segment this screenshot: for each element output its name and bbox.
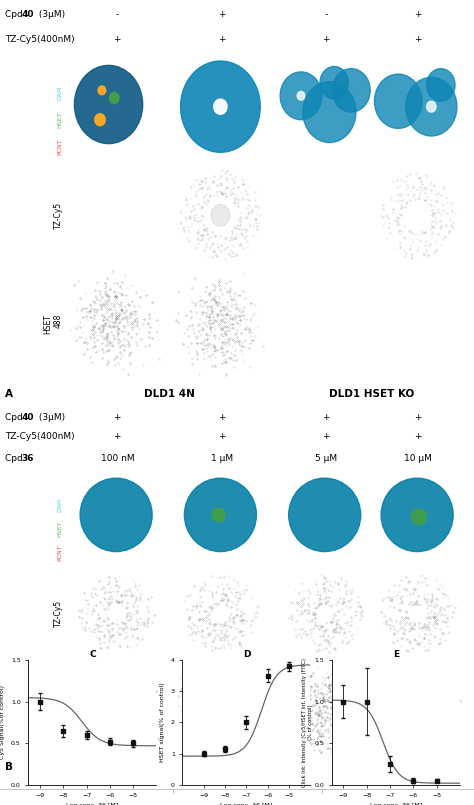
Text: +: + — [218, 413, 225, 422]
Text: 10 μM: 10 μM — [404, 453, 432, 463]
X-axis label: Log conc. 36 [M]: Log conc. 36 [M] — [220, 803, 273, 805]
Text: TZ-Cy5: TZ-Cy5 — [54, 600, 63, 627]
Text: -: - — [116, 10, 119, 19]
Text: 5 μM: 5 μM — [315, 453, 337, 463]
Text: TZ-Cy5(400nM): TZ-Cy5(400nM) — [5, 35, 74, 43]
Ellipse shape — [391, 679, 443, 741]
Circle shape — [280, 72, 322, 120]
Text: A: A — [5, 390, 13, 399]
Text: DAPI: DAPI — [58, 85, 63, 100]
Text: HSET: HSET — [58, 520, 63, 537]
Circle shape — [181, 61, 260, 152]
Text: HSET
488: HSET 488 — [43, 314, 63, 334]
Circle shape — [95, 114, 105, 126]
Text: 36: 36 — [21, 453, 34, 463]
Circle shape — [332, 68, 370, 112]
Ellipse shape — [299, 679, 351, 741]
Title: E: E — [393, 650, 399, 659]
Circle shape — [411, 509, 427, 525]
Text: -: - — [324, 10, 328, 19]
Ellipse shape — [194, 679, 246, 741]
Text: Overlay: Overlay — [58, 53, 63, 77]
Text: +: + — [218, 35, 225, 43]
Text: +: + — [218, 432, 225, 441]
Circle shape — [427, 101, 436, 112]
Title: D: D — [243, 650, 250, 659]
Text: +: + — [218, 10, 225, 19]
Circle shape — [406, 77, 457, 136]
Text: DLD1 4N: DLD1 4N — [144, 390, 195, 399]
Text: +: + — [322, 432, 329, 441]
Text: HSET
488: HSET 488 — [43, 700, 63, 720]
Text: +: + — [114, 413, 121, 422]
Circle shape — [374, 74, 422, 129]
X-axis label: Log conc. 36 [M]: Log conc. 36 [M] — [370, 803, 422, 805]
Circle shape — [212, 508, 225, 522]
X-axis label: Log conc. 36 [M]: Log conc. 36 [M] — [66, 803, 118, 805]
Text: B: B — [5, 762, 13, 773]
Circle shape — [214, 99, 227, 114]
Text: TZ-Cy5: TZ-Cy5 — [54, 202, 63, 229]
Title: C: C — [89, 650, 96, 659]
Text: +: + — [415, 432, 422, 441]
Text: Cpd: Cpd — [5, 453, 26, 463]
Text: PCNT: PCNT — [58, 138, 63, 155]
Circle shape — [303, 81, 356, 142]
Text: HSET: HSET — [58, 112, 63, 128]
Text: DLD1 HSET KO: DLD1 HSET KO — [329, 390, 415, 399]
Y-axis label: HSET signal(% of control): HSET signal(% of control) — [160, 683, 165, 762]
Circle shape — [184, 478, 256, 551]
Circle shape — [320, 67, 348, 99]
Circle shape — [427, 68, 455, 101]
Circle shape — [80, 478, 152, 551]
Circle shape — [381, 478, 453, 551]
Y-axis label: Cy5 Signal(%of control): Cy5 Signal(%of control) — [0, 686, 6, 759]
Text: +: + — [415, 10, 422, 19]
Ellipse shape — [207, 590, 234, 637]
Circle shape — [211, 204, 230, 226]
Circle shape — [109, 93, 119, 103]
Circle shape — [297, 92, 305, 100]
Text: +: + — [114, 432, 121, 441]
Text: 100 nM: 100 nM — [100, 453, 134, 463]
Circle shape — [74, 65, 143, 143]
Text: DAPI: DAPI — [58, 497, 63, 511]
Text: (3μM): (3μM) — [36, 413, 64, 422]
Text: 40: 40 — [21, 413, 34, 422]
Circle shape — [289, 478, 361, 551]
Text: Cpd: Cpd — [5, 10, 26, 19]
Text: 1 μM: 1 μM — [210, 453, 233, 463]
Text: +: + — [415, 35, 422, 43]
Text: +: + — [322, 35, 329, 43]
Text: 40: 40 — [21, 10, 34, 19]
Text: (3μM): (3μM) — [36, 10, 64, 19]
Text: +: + — [322, 413, 329, 422]
Text: +: + — [114, 35, 121, 43]
Text: DLD1 4N: DLD1 4N — [211, 762, 263, 773]
Text: Cpd: Cpd — [5, 413, 26, 422]
Circle shape — [98, 86, 106, 95]
Text: Overlay: Overlay — [58, 468, 63, 493]
Text: TZ-Cy5(400nM): TZ-Cy5(400nM) — [5, 432, 74, 441]
Text: +: + — [415, 413, 422, 422]
Y-axis label: Click Int. Intensity (Cy5/HSET Int. Intensity (FITC)
(% of control): Click Int. Intensity (Cy5/HSET Int. Inte… — [302, 658, 313, 787]
Text: PCNT: PCNT — [58, 544, 63, 561]
